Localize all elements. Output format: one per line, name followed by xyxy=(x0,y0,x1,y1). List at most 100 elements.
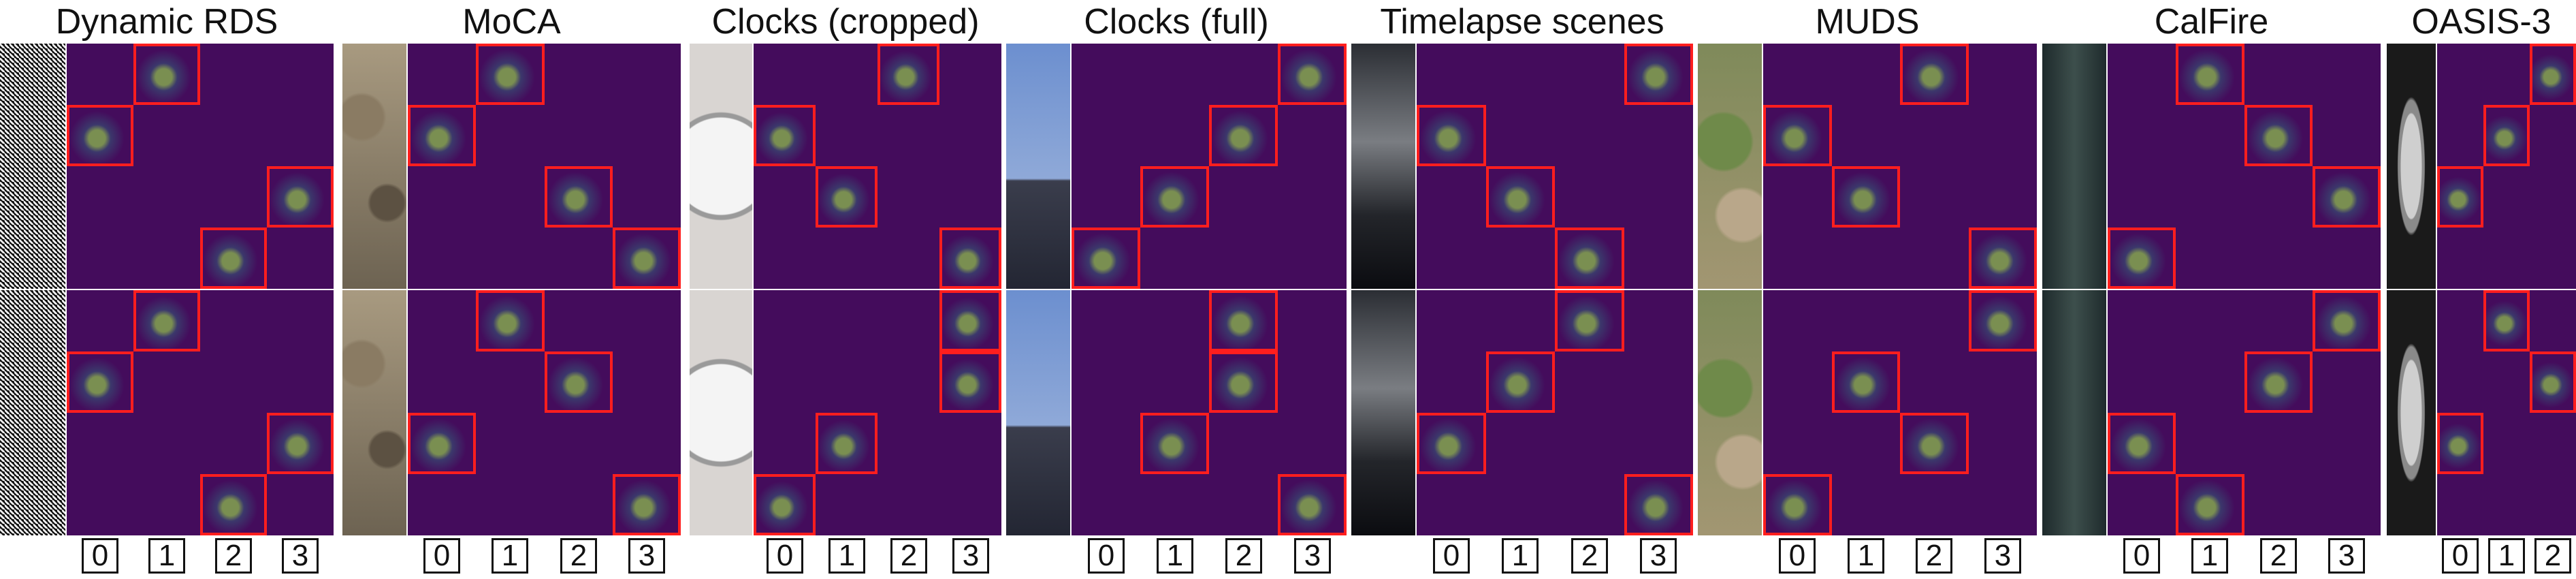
highlight-frame xyxy=(939,351,1001,413)
highlight-frame xyxy=(267,413,334,474)
frame-index-label: 3 xyxy=(1294,538,1331,574)
panel-figure xyxy=(2387,44,2576,535)
frame-index-label: 1 xyxy=(1502,538,1539,574)
source-frames-top xyxy=(2042,44,2106,289)
panel-figure xyxy=(2042,44,2381,535)
panel-title: OASIS-3 xyxy=(2411,2,2551,42)
frame-index-label: 2 xyxy=(890,538,927,574)
source-frames-top xyxy=(0,44,65,289)
highlight-frame xyxy=(476,44,545,105)
panel-figure xyxy=(1698,44,2037,535)
panel-figure xyxy=(1006,44,1347,535)
highlight-frame xyxy=(408,413,477,474)
frame-index-label: 0 xyxy=(767,538,803,574)
panel: Clocks (full) 0 1 2 3 xyxy=(1006,0,1347,579)
frame-index-label: 0 xyxy=(1088,538,1125,574)
frame-index-label: 3 xyxy=(952,538,989,574)
frame-index-label: 1 xyxy=(1157,538,1193,574)
highlight-frame xyxy=(612,228,681,289)
source-frames-bottom xyxy=(2387,290,2436,535)
highlight-frame xyxy=(67,351,133,413)
highlight-frame xyxy=(1763,105,1832,166)
highlight-frame xyxy=(267,166,334,228)
frame-index-label: 0 xyxy=(1779,538,1816,574)
frame-index-label: 1 xyxy=(492,538,528,574)
highlight-frame xyxy=(1831,351,1900,413)
frame-index-label: 2 xyxy=(215,538,252,574)
highlight-frame xyxy=(408,105,477,166)
panel-title: MUDS xyxy=(1815,2,1920,42)
highlight-frame xyxy=(2244,351,2313,413)
highlight-frame xyxy=(939,290,1001,351)
source-frames-bottom xyxy=(342,290,406,535)
highlight-frame xyxy=(1968,290,2037,351)
panel: Timelapse scenes 0 1 2 3 xyxy=(1351,0,1693,579)
highlight-frame xyxy=(2437,413,2483,474)
panel-title: Timelapse scenes xyxy=(1380,2,1664,42)
highlight-frame xyxy=(2176,474,2244,535)
source-frames-bottom xyxy=(690,290,752,535)
frame-index-label: 1 xyxy=(828,538,865,574)
panel: OASIS-3 0 1 2 xyxy=(2387,0,2576,579)
highlight-frame xyxy=(200,474,267,535)
highlight-frame xyxy=(1140,413,1209,474)
highlight-frame xyxy=(1278,474,1347,535)
highlight-frame xyxy=(1555,290,1624,351)
highlight-frame xyxy=(878,44,939,105)
frame-index-label: 2 xyxy=(1571,538,1608,574)
frame-index-label: 3 xyxy=(282,538,319,574)
panel: Clocks (cropped) 0 1 2 3 xyxy=(690,0,1001,579)
highlight-frame xyxy=(1485,166,1555,228)
highlight-frame xyxy=(2530,351,2576,413)
highlight-frame xyxy=(133,290,200,351)
highlight-frame xyxy=(1555,228,1624,289)
frame-index-label: 2 xyxy=(1225,538,1262,574)
highlight-frame xyxy=(1140,166,1209,228)
highlight-frame xyxy=(816,413,878,474)
panel-title: MoCA xyxy=(462,2,561,42)
panel-title: Clocks (cropped) xyxy=(711,2,980,42)
source-frames-bottom xyxy=(0,290,65,535)
highlight-frame xyxy=(2312,166,2381,228)
frame-index-label: 1 xyxy=(2191,538,2228,574)
source-frames-top xyxy=(690,44,752,289)
frame-index-label: 2 xyxy=(2260,538,2297,574)
highlight-frame xyxy=(2176,44,2244,105)
panel-title: Dynamic RDS xyxy=(55,2,278,42)
highlight-frame xyxy=(2244,105,2313,166)
panel: MoCA 0 1 2 3 xyxy=(342,0,681,579)
highlight-frame xyxy=(1209,105,1278,166)
highlight-frame xyxy=(544,351,613,413)
highlight-frame xyxy=(1209,290,1278,351)
panel-figure xyxy=(342,44,681,535)
frame-index-label: 0 xyxy=(2123,538,2160,574)
highlight-frame xyxy=(754,105,816,166)
frame-index-label: 0 xyxy=(2442,538,2479,574)
source-frames-bottom xyxy=(2042,290,2106,535)
panel-figure xyxy=(1351,44,1693,535)
highlight-frame xyxy=(1624,44,1693,105)
frame-index-label: 1 xyxy=(1848,538,1884,574)
frame-index-label: 2 xyxy=(2534,538,2571,574)
source-frames-bottom xyxy=(1698,290,1762,535)
highlight-frame xyxy=(816,166,878,228)
frame-index-label: 0 xyxy=(82,538,118,574)
source-frames-bottom xyxy=(1351,290,1415,535)
frame-index-label: 3 xyxy=(1640,538,1677,574)
highlight-frame xyxy=(1485,351,1555,413)
frame-index-label: 3 xyxy=(1984,538,2021,574)
frame-index-label: 1 xyxy=(2488,538,2525,574)
frame-index-label: 2 xyxy=(1916,538,1952,574)
highlight-frame xyxy=(1763,474,1832,535)
highlight-frame xyxy=(939,228,1001,289)
highlight-frame xyxy=(1968,228,2037,289)
highlight-frame xyxy=(1900,413,1969,474)
source-frames-top xyxy=(1698,44,1762,289)
